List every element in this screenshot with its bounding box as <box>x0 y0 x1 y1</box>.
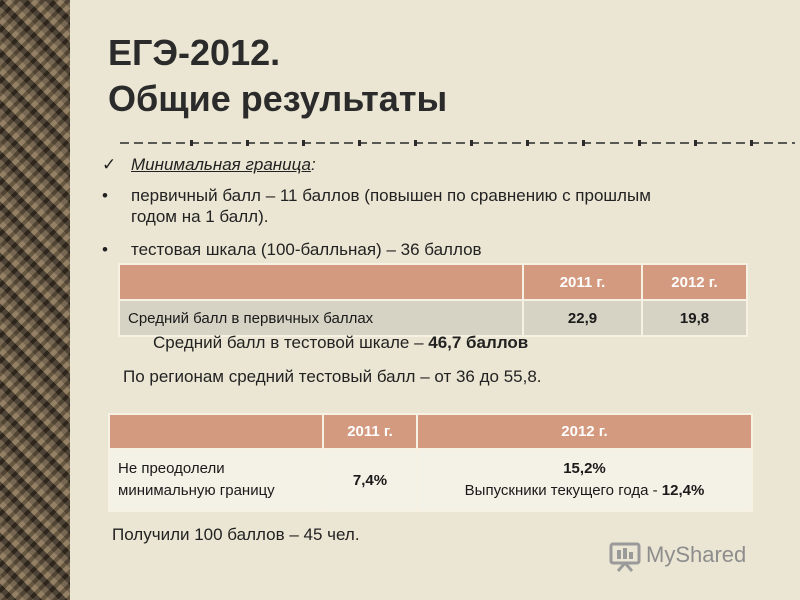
table-cell-value: 22,9 <box>522 299 643 337</box>
title-line-2: Общие результаты <box>108 78 448 119</box>
checkmark-icon: ✓ <box>102 155 117 174</box>
slide-title: ЕГЭ-2012. Общие результаты <box>108 30 447 122</box>
divider-dot <box>302 140 305 146</box>
divider-dot <box>694 140 697 146</box>
divider-dot <box>470 140 473 146</box>
table-header-cell: 2012 г. <box>641 263 748 301</box>
bullet-dot-icon: • <box>102 186 108 205</box>
logo-text: MyShared <box>646 542 747 567</box>
table-cell-label: Средний балл в первичных баллах <box>118 299 524 337</box>
failed-threshold-table: 2011 г. 2012 г. Не преодолели минимальну… <box>108 413 753 512</box>
average-primary-table: 2011 г. 2012 г. Средний балл в первичных… <box>118 263 748 337</box>
table-header-cell: 2011 г. <box>522 263 643 301</box>
divider-dot <box>358 140 361 146</box>
divider-dot <box>246 140 249 146</box>
average-test-score: Средний балл в тестовой шкале – 46,7 бал… <box>153 333 529 352</box>
table-cell-label: Не преодолели минимальную границу <box>108 448 324 512</box>
table-header-cell <box>108 413 324 450</box>
table-row: Средний балл в первичных баллах 22,9 19,… <box>118 299 748 337</box>
divider-dot <box>582 140 585 146</box>
check-item-text: Минимальная граница <box>131 155 311 174</box>
presentation-board-icon <box>609 542 641 572</box>
divider-dot <box>190 140 193 146</box>
table-cell-value: 19,8 <box>641 299 748 337</box>
table-cell-value: 7,4% <box>322 448 418 512</box>
table-header-cell <box>118 263 524 301</box>
regions-range: По регионам средний тестовый балл – от 3… <box>123 367 542 386</box>
divider-dot <box>638 140 641 146</box>
divider-dot <box>526 140 529 146</box>
average-test-value: 46,7 баллов <box>428 333 529 352</box>
got-100-points: Получили 100 баллов – 45 чел. <box>112 525 360 544</box>
divider-dot <box>414 140 417 146</box>
table-header-row: 2011 г. 2012 г. <box>118 263 748 301</box>
table-cell-value: 15,2% Выпускники текущего года - 12,4% <box>416 448 753 512</box>
title-line-1: ЕГЭ-2012. <box>108 32 281 73</box>
slide: ЕГЭ-2012. Общие результаты ✓ Минимальная… <box>70 0 800 600</box>
table-header-cell: 2012 г. <box>416 413 753 450</box>
bullet-dot-icon: • <box>102 240 108 259</box>
divider-dot <box>750 140 753 146</box>
table-header-row: 2011 г. 2012 г. <box>108 413 753 450</box>
table-header-cell: 2011 г. <box>322 413 418 450</box>
decorative-strip <box>0 0 70 600</box>
dashed-divider <box>120 140 795 146</box>
table-row: Не преодолели минимальную границу 7,4% 1… <box>108 448 753 512</box>
